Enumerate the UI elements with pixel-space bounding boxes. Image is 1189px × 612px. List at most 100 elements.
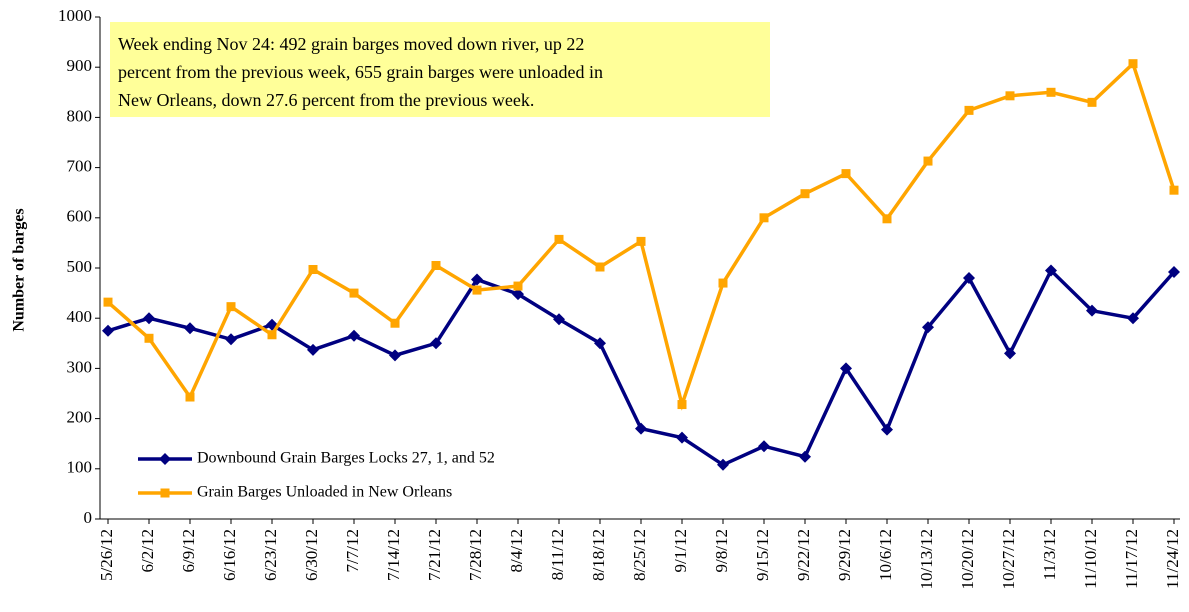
x-tick-label: 6/2/12 xyxy=(138,529,157,572)
x-tick-label: 6/23/12 xyxy=(261,529,280,581)
point xyxy=(923,156,933,166)
point xyxy=(1086,304,1098,317)
point xyxy=(1046,87,1056,97)
y-tick-label: 900 xyxy=(67,56,93,75)
x-tick-label: 10/20/12 xyxy=(958,529,977,589)
legend-marker xyxy=(159,453,171,465)
x-tick-label: 7/21/12 xyxy=(425,529,444,581)
series-line xyxy=(107,267,1176,467)
point xyxy=(1127,312,1139,325)
y-tick-label: 700 xyxy=(67,157,93,176)
x-tick-label: 9/22/12 xyxy=(794,529,813,581)
y-tick-label: 100 xyxy=(67,458,93,477)
y-tick-label: 800 xyxy=(67,106,93,125)
point xyxy=(1128,59,1138,69)
legend-marker xyxy=(160,488,170,498)
point xyxy=(799,450,811,463)
x-tick-label: 11/10/12 xyxy=(1081,529,1100,589)
x-tick-label: 11/24/12 xyxy=(1163,529,1182,589)
x-tick-label: 8/18/12 xyxy=(589,529,608,581)
y-axis-label: Number of barges xyxy=(11,208,28,331)
point xyxy=(553,313,565,326)
point xyxy=(512,288,524,301)
x-tick-label: 9/29/12 xyxy=(835,529,854,581)
point xyxy=(922,321,934,334)
x-tick-label: 5/26/12 xyxy=(97,529,116,581)
point xyxy=(390,318,400,328)
point xyxy=(800,189,810,199)
annotation-text: percent from the previous week, 655 grai… xyxy=(118,62,603,82)
x-tick-label: 10/13/12 xyxy=(917,529,936,589)
point xyxy=(184,322,196,335)
point xyxy=(308,265,318,275)
x-tick-label: 11/17/12 xyxy=(1122,529,1141,589)
point xyxy=(964,105,974,115)
point xyxy=(594,337,606,350)
point xyxy=(431,260,441,270)
point xyxy=(430,337,442,350)
point xyxy=(226,302,236,312)
annotation-text: Week ending Nov 24: 492 grain barges mov… xyxy=(118,34,584,54)
x-tick-label: 6/9/12 xyxy=(179,529,198,572)
point xyxy=(841,169,851,179)
x-tick-label: 7/7/12 xyxy=(343,529,362,572)
point xyxy=(1169,185,1179,195)
y-tick-label: 200 xyxy=(67,408,93,427)
legend-label: Grain Barges Unloaded in New Orleans xyxy=(197,484,452,501)
x-tick-label: 6/30/12 xyxy=(302,529,321,581)
point xyxy=(102,324,114,337)
point xyxy=(676,431,688,444)
point xyxy=(348,329,360,342)
point xyxy=(595,262,605,272)
point xyxy=(1004,347,1016,360)
x-tick-label: 10/6/12 xyxy=(876,529,895,581)
x-tick-label: 7/28/12 xyxy=(466,529,485,581)
point xyxy=(717,458,729,471)
point xyxy=(718,278,728,288)
x-tick-label: 6/16/12 xyxy=(220,529,239,581)
x-tick-label: 8/25/12 xyxy=(630,529,649,581)
point xyxy=(759,213,769,223)
point xyxy=(267,330,277,340)
point xyxy=(471,273,483,286)
point xyxy=(513,281,523,291)
y-tick-label: 500 xyxy=(67,257,93,276)
point xyxy=(1087,97,1097,107)
point xyxy=(389,349,401,362)
point xyxy=(307,343,319,356)
annotation-text: New Orleans, down 27.6 percent from the … xyxy=(118,90,534,110)
point xyxy=(472,285,482,295)
point xyxy=(636,236,646,246)
legend-label: Downbound Grain Barges Locks 27, 1, and … xyxy=(197,450,495,467)
point xyxy=(758,440,770,453)
point xyxy=(882,214,892,224)
x-tick-label: 8/11/12 xyxy=(548,529,567,580)
point xyxy=(677,400,687,410)
point xyxy=(1045,264,1057,277)
point xyxy=(840,362,852,375)
point xyxy=(143,312,155,325)
x-tick-label: 11/3/12 xyxy=(1040,529,1059,580)
x-tick-label: 8/4/12 xyxy=(507,529,526,572)
point xyxy=(1005,91,1015,101)
point xyxy=(103,297,113,307)
x-tick-label: 9/1/12 xyxy=(671,529,690,572)
x-tick-label: 10/27/12 xyxy=(999,529,1018,589)
point xyxy=(635,422,647,435)
point xyxy=(963,272,975,285)
x-tick-label: 9/8/12 xyxy=(712,529,731,572)
y-tick-label: 1000 xyxy=(58,6,92,25)
y-tick-label: 0 xyxy=(84,508,93,527)
point xyxy=(144,333,154,343)
x-tick-label: 9/15/12 xyxy=(753,529,772,581)
point xyxy=(349,288,359,298)
y-tick-label: 600 xyxy=(67,207,93,226)
x-tick-label: 7/14/12 xyxy=(384,529,403,581)
point xyxy=(185,392,195,402)
y-tick-label: 300 xyxy=(67,357,93,376)
y-tick-label: 400 xyxy=(67,307,93,326)
point xyxy=(1168,266,1180,279)
point xyxy=(225,333,237,346)
point xyxy=(881,423,893,436)
